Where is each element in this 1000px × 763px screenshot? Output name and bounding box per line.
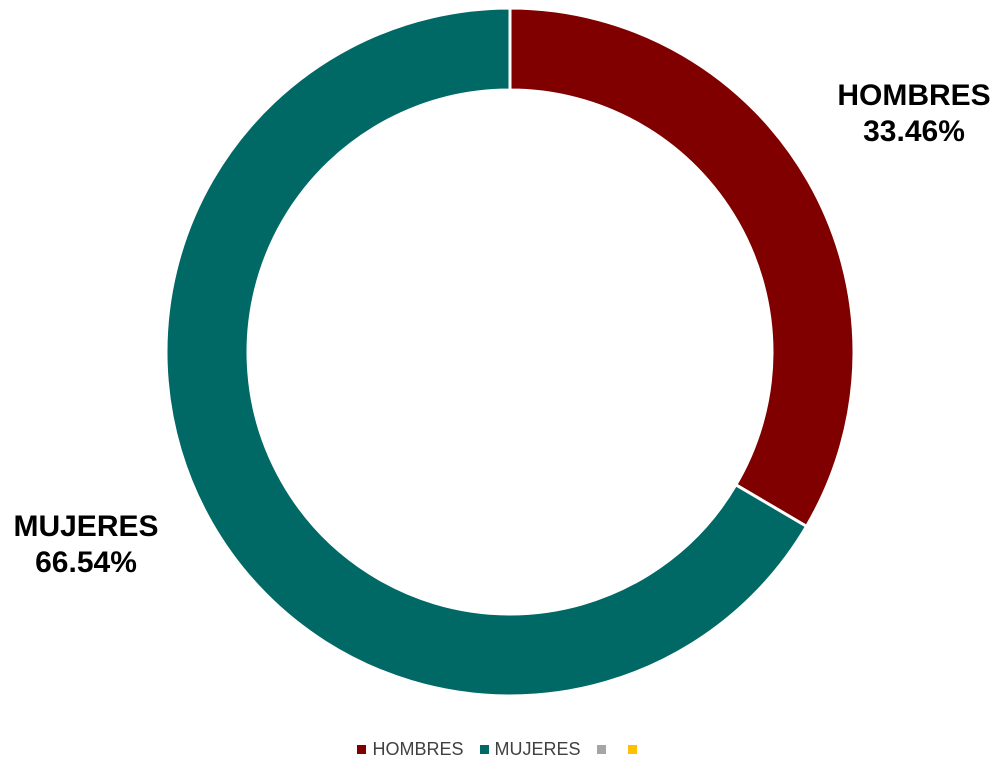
data-label-hombres: HOMBRES 33.46% — [832, 78, 996, 150]
data-label-mujeres-value: 66.54% — [35, 546, 137, 579]
legend-swatch-hombres — [357, 744, 367, 754]
legend-item-4 — [627, 744, 643, 754]
legend-item-mujeres: MUJERES — [479, 738, 581, 760]
data-label-mujeres-name: MUJERES — [13, 510, 159, 543]
data-label-hombres-name: HOMBRES — [837, 79, 991, 112]
slice-mujeres — [164, 6, 809, 698]
legend-swatch-3 — [596, 744, 606, 754]
legend-label-mujeres: MUJERES — [494, 738, 581, 759]
legend-label-hombres: HOMBRES — [372, 738, 464, 759]
legend-swatch-mujeres — [479, 744, 489, 754]
slice-hombres — [508, 6, 856, 529]
legend-item-hombres: HOMBRES — [357, 738, 464, 760]
legend-item-3 — [596, 744, 612, 754]
legend: HOMBRES MUJERES — [0, 736, 1000, 762]
data-label-hombres-value: 33.46% — [863, 115, 965, 148]
data-label-mujeres: MUJERES 66.54% — [4, 509, 168, 581]
legend-swatch-4 — [627, 744, 637, 754]
